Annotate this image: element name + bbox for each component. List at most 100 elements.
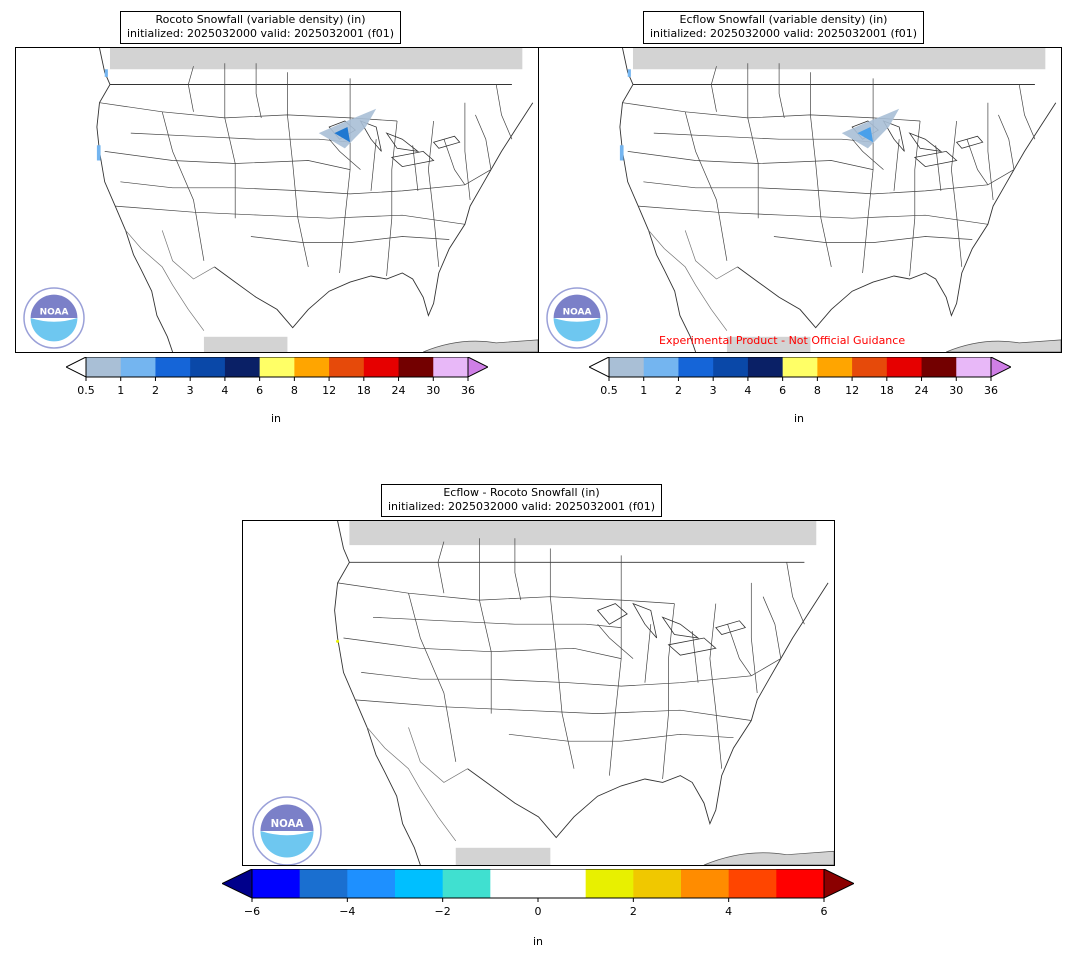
noaa-logo: NOAA xyxy=(546,287,608,349)
cuba-land xyxy=(703,850,834,865)
colorbar-tick-label: 0.5 xyxy=(77,384,95,397)
canada-land xyxy=(109,48,523,70)
state-boundary xyxy=(935,145,942,191)
state-boundary xyxy=(762,596,782,659)
colorbar-segment xyxy=(155,357,191,377)
state-boundary xyxy=(773,236,973,243)
colorbar-tick-label: 2 xyxy=(630,905,637,918)
colorbar-tick-label: 12 xyxy=(322,384,336,397)
colorbar-tick-label: 8 xyxy=(814,384,821,397)
colorbar-segment xyxy=(609,357,645,377)
panel2-colorbar: 0.5 1 2 3 4 6 8 12 18 24 30 36 xyxy=(587,356,1013,417)
state-boundary xyxy=(727,624,752,676)
difference-marker xyxy=(336,639,340,643)
colorbar-segment xyxy=(633,869,682,898)
colorbar-outline xyxy=(608,356,992,378)
state-boundary xyxy=(408,593,457,762)
colorbar-segment xyxy=(747,357,784,377)
state-boundary xyxy=(514,538,522,601)
panel1-title-line2: initialized: 2025032000 valid: 202503200… xyxy=(127,27,394,40)
disclaimer-text: Experimental Product - Not Official Guid… xyxy=(659,334,906,347)
state-boundary xyxy=(644,624,652,683)
state-boundary xyxy=(998,114,1015,170)
colorbar-segment xyxy=(678,357,714,377)
colorbar-over-arrow xyxy=(467,356,490,378)
state-boundary xyxy=(786,562,805,625)
colorbar-tick-label: 4 xyxy=(725,905,732,918)
panel1-map: NOAA xyxy=(15,47,539,353)
state-boundary xyxy=(862,78,874,274)
colorbar-tick-label: 30 xyxy=(426,384,440,397)
panel3-colorbar-unit: in xyxy=(532,935,544,948)
panel3-title-line2: initialized: 2025032000 valid: 202503200… xyxy=(388,500,655,513)
colorbar-segment xyxy=(224,357,261,377)
colorbar-tick-label: 4 xyxy=(744,384,751,397)
colorbar-segment xyxy=(294,357,330,377)
state-boundary xyxy=(747,63,759,219)
colorbar-tick-label: 24 xyxy=(392,384,406,397)
colorbar-segment xyxy=(329,357,365,377)
gulf-east-coastline xyxy=(467,582,829,839)
state-boundary xyxy=(355,699,752,721)
colorbar-segment xyxy=(433,357,469,377)
state-boundary xyxy=(475,114,492,170)
great-lake xyxy=(432,135,461,149)
colorbar-tick-label: 1 xyxy=(640,384,647,397)
colorbar-segment xyxy=(728,869,777,898)
state-boundary xyxy=(627,151,874,170)
great-lake xyxy=(913,150,958,168)
state-boundary xyxy=(187,66,194,112)
state-boundary xyxy=(255,63,262,118)
mexico-boundary xyxy=(684,230,738,280)
colorbar-tick-label: 30 xyxy=(949,384,963,397)
state-boundary xyxy=(361,658,781,687)
state-boundary xyxy=(1018,84,1036,140)
colorbar-outline xyxy=(85,356,469,378)
state-boundary xyxy=(966,139,989,185)
colorbar-under-arrow xyxy=(220,868,253,899)
great-lake xyxy=(661,616,700,639)
panel3-colorbar: −6 −4 −2 0 2 4 6 xyxy=(220,868,856,929)
colorbar-segment xyxy=(299,869,348,898)
state-boundary xyxy=(386,120,398,277)
gulf-east-coastline xyxy=(737,102,1057,329)
state-boundary xyxy=(437,541,445,594)
west-coastline xyxy=(334,521,421,865)
noaa-logo-text: NOAA xyxy=(271,819,304,830)
state-boundary xyxy=(508,733,734,742)
panel2-title: Ecflow Snowfall (variable density) (in) … xyxy=(643,11,924,44)
colorbar-tick-label: −6 xyxy=(244,905,260,918)
colorbar-tick-label: 4 xyxy=(221,384,228,397)
state-boundary xyxy=(412,145,419,191)
panel2-map: NOAA xyxy=(538,47,1062,353)
great-lake xyxy=(667,637,717,656)
great-lake xyxy=(359,120,382,152)
great-lake xyxy=(390,150,435,168)
colorbar-segment xyxy=(886,357,923,377)
colorbar-tick-label: 18 xyxy=(880,384,894,397)
noaa-logo: NOAA xyxy=(252,796,322,865)
colorbar-tick-label: 0 xyxy=(535,905,542,918)
colorbar-segment xyxy=(956,357,992,377)
colorbar-tick-label: 1 xyxy=(117,384,124,397)
colorbar-over-arrow xyxy=(990,356,1013,378)
mexico-boundary xyxy=(408,727,468,783)
state-boundary xyxy=(951,120,963,267)
state-boundary xyxy=(115,205,465,225)
colorbar-tick-label: 6 xyxy=(779,384,786,397)
colorbar-segment xyxy=(852,357,888,377)
mexico-boundary xyxy=(648,230,728,331)
noaa-logo-text: NOAA xyxy=(40,307,69,317)
colorbar-segment xyxy=(442,869,491,898)
colorbar-tick-label: 2 xyxy=(675,384,682,397)
cuba-land xyxy=(423,339,538,352)
colorbar-segment xyxy=(190,357,226,377)
panel1-colorbar: 0.5 1 2 3 4 6 8 12 18 24 30 36 xyxy=(64,356,490,417)
state-boundary xyxy=(339,78,351,274)
great-lake xyxy=(632,602,658,639)
panel3-title: Ecflow - Rocoto Snowfall (in) initialize… xyxy=(381,484,662,517)
state-boundary xyxy=(597,623,634,659)
colorbar-segment xyxy=(776,869,825,898)
state-boundary xyxy=(495,84,513,140)
state-boundary xyxy=(428,120,440,267)
